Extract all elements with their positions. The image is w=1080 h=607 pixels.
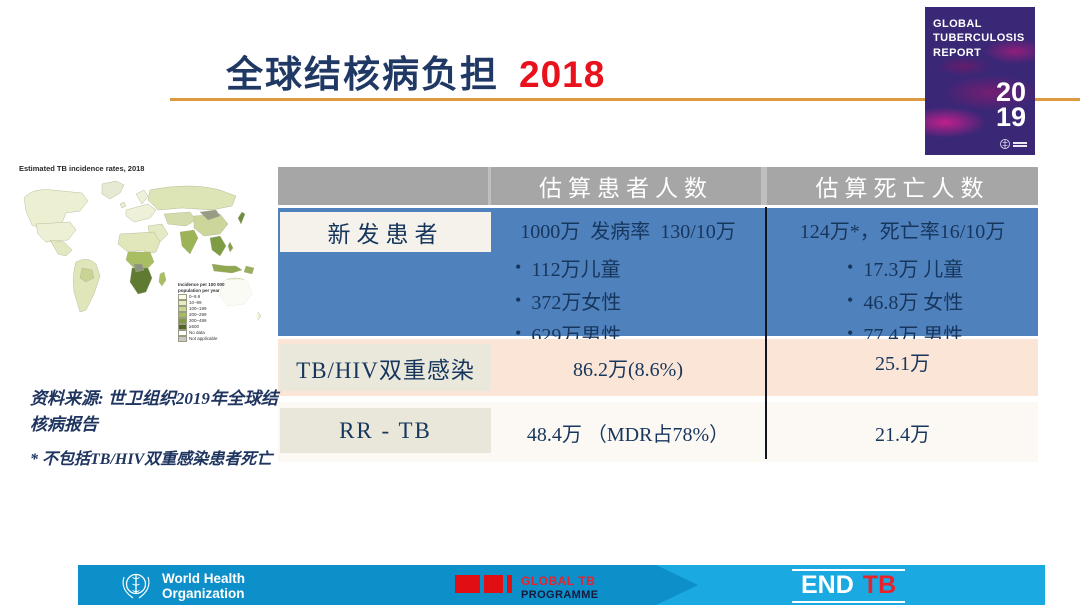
map-legend: Incidence per 100 000 population per yea… <box>176 280 258 345</box>
who-logo-small-icon <box>999 138 1027 150</box>
legend-item: 300–499 <box>178 318 256 325</box>
legend-item: 100–199 <box>178 306 256 313</box>
deaths-bullet-list: • 17.3万 儿童 • 46.8万 女性 • 77.4万 男性 <box>847 251 1038 350</box>
who-logo-block: World Health Organization <box>118 568 245 604</box>
bullet-icon: • <box>515 323 522 343</box>
legend-swatch <box>178 336 187 343</box>
logo-block-icon <box>455 575 480 593</box>
row-label: 新发患者 <box>280 212 491 252</box>
list-item: • 372万女性 <box>515 290 622 314</box>
legend-swatch <box>178 294 187 301</box>
legend-swatch <box>178 330 187 337</box>
legend-item: 10–99 <box>178 300 256 307</box>
who-name: World Health Organization <box>162 570 246 601</box>
legend-item: 0–9.9 <box>178 294 256 301</box>
tb-incidence-map: Estimated TB incidence rates, 2018 <box>14 164 266 346</box>
tb-burden-table: 估算患者人数 估算死亡人数 新发患者 1000万 发病率 130/10万 • 11… <box>278 167 1038 462</box>
bullet-icon: • <box>515 257 522 277</box>
table-header-row: 估算患者人数 估算死亡人数 <box>278 167 1038 205</box>
tb-hiv-deaths-cell: 25.1万 <box>875 353 930 375</box>
title-underline <box>170 98 1080 101</box>
tb-hiv-cases-cell: 86.2万(8.6%) <box>573 359 683 381</box>
rr-tb-deaths-cell: 21.4万 <box>875 423 930 446</box>
new-patients-deaths-cell: 124万*，死亡率16/10万 • 17.3万 儿童 • 46.8万 女性 • 77.… <box>767 215 1038 350</box>
world-map-image <box>23 180 262 321</box>
table-row-rr-tb: RR - TB 48.4万 （MDR占78%） 21.4万 <box>278 402 1038 462</box>
data-source-note: 资料来源: 世卫组织2019年全球结 核病报告 <box>30 389 278 434</box>
legend-item: 200–299 <box>178 312 256 319</box>
page-title-text: 全球结核病负担 <box>226 54 499 95</box>
report-cover: GLOBAL TUBERCULOSIS REPORT 20 19 <box>925 7 1035 155</box>
table-header-patients: 估算患者人数 <box>491 167 761 205</box>
global-tb-programme-logo: GLOBAL TB PROGRAMME <box>455 574 599 601</box>
row-label: RR - TB <box>280 408 491 453</box>
footer-chevron-section <box>656 565 1045 605</box>
legend-swatch <box>178 312 187 319</box>
rr-tb-cases-cell: 48.4万 （MDR占78%） <box>526 423 730 446</box>
row-label: TB/HIV双重感染 <box>280 344 491 391</box>
page-title: 全球结核病负担 2018 <box>226 44 605 98</box>
legend-item: Not applicable <box>178 336 256 343</box>
end-tb-logo: END TB <box>792 569 906 603</box>
asterisk-footnote: * 不包括TB/HIV双重感染患者死亡 <box>30 451 273 468</box>
list-item: • 17.3万 儿童 <box>847 257 964 281</box>
list-item: • 46.8万 女性 <box>847 290 964 314</box>
footer-bar: World Health Organization GLOBAL TB PROG… <box>78 565 1045 605</box>
legend-swatch <box>178 318 187 325</box>
table-header-empty <box>278 167 488 205</box>
bullet-icon: • <box>515 290 522 310</box>
table-column-divider <box>765 207 767 459</box>
legend-swatch <box>178 300 187 307</box>
table-row-new-patients: 新发患者 1000万 发病率 130/10万 • 112万儿童 • 372万女性 •… <box>278 208 1038 347</box>
report-cover-title: GLOBAL TUBERCULOSIS REPORT <box>933 18 1025 59</box>
cases-bullet-list: • 112万儿童 • 372万女性 • 629万男性 <box>515 251 765 350</box>
legend-item: ≥500 <box>178 324 256 331</box>
legend-swatch <box>178 324 187 331</box>
logo-block-icon <box>484 575 503 593</box>
legend-swatch <box>178 306 187 313</box>
new-patients-cases-cell: 1000万 发病率 130/10万 • 112万儿童 • 372万女性 • 629万男… <box>491 215 765 350</box>
table-header-deaths: 估算死亡人数 <box>767 167 1038 205</box>
logo-block-icon <box>507 575 512 593</box>
bullet-icon: • <box>847 257 854 277</box>
bullet-icon: • <box>847 290 854 310</box>
programme-name: GLOBAL TB PROGRAMME <box>521 574 599 601</box>
deaths-headline: 124万*，死亡率16/10万 <box>799 221 1006 243</box>
bullet-icon: • <box>847 323 854 343</box>
page-title-year: 2018 <box>519 54 606 95</box>
report-cover-year: 20 19 <box>995 76 1026 133</box>
list-item: • 112万儿童 <box>515 257 621 281</box>
map-legend-title: Incidence per 100 000 population per yea… <box>178 282 225 293</box>
who-logo-icon <box>122 573 150 599</box>
legend-item: No data <box>178 330 256 337</box>
cases-headline: 1000万 发病率 130/10万 <box>520 221 736 243</box>
map-title: Estimated TB incidence rates, 2018 <box>19 164 145 173</box>
table-row-tb-hiv: TB/HIV双重感染 86.2万(8.6%) 25.1万 <box>278 339 1038 396</box>
